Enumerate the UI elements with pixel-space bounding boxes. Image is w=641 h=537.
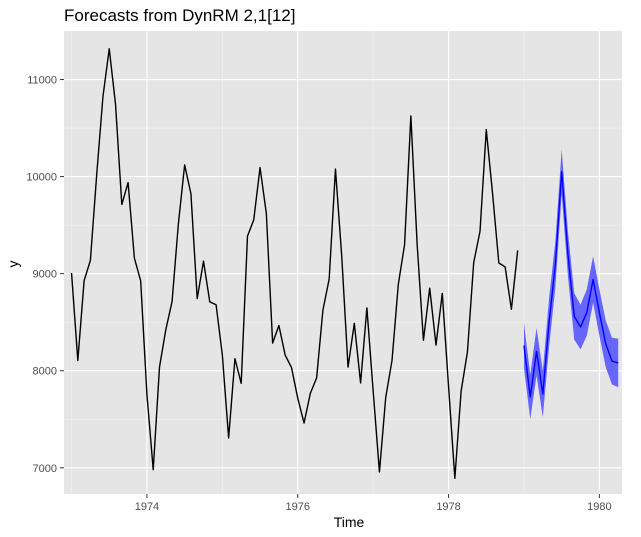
y-tick-label: 10000 bbox=[26, 172, 57, 184]
x-tick-label: 1974 bbox=[135, 501, 159, 513]
plot-panel bbox=[64, 31, 622, 494]
forecast-line bbox=[523, 171, 619, 398]
chart-title: Forecasts from DynRM 2,1[12] bbox=[64, 6, 295, 25]
x-axis: 1974 1976 1978 1980 bbox=[135, 494, 612, 513]
y-axis-title: y bbox=[5, 261, 21, 268]
x-tick-label: 1978 bbox=[436, 501, 460, 513]
observed-line bbox=[70, 48, 519, 479]
series-layer bbox=[70, 48, 619, 479]
y-tick-label: 9000 bbox=[33, 269, 57, 281]
y-tick-label: 8000 bbox=[33, 366, 57, 378]
y-tick-label: 7000 bbox=[33, 463, 57, 475]
x-tick-label: 1976 bbox=[286, 501, 310, 513]
y-tick-label: 11000 bbox=[27, 75, 57, 87]
x-axis-title: Time bbox=[334, 514, 365, 530]
x-tick-label: 1980 bbox=[587, 501, 611, 513]
y-axis: 7000 8000 9000 10000 11000 bbox=[26, 75, 64, 475]
